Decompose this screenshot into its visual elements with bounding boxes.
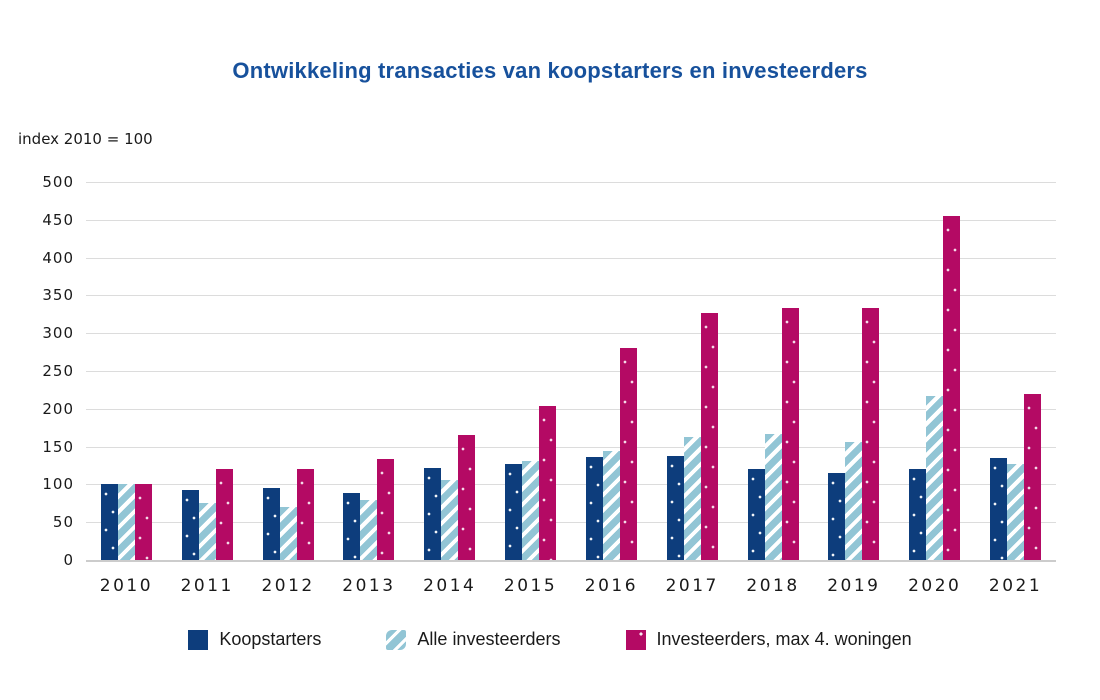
gridline-50 [86, 522, 1056, 524]
x-tick-label-2018: 2018 [746, 576, 800, 596]
bar-2016-koopstarters [585, 457, 603, 560]
y-tick-label-500: 500 [42, 173, 74, 191]
y-tick-label-300: 300 [42, 324, 74, 343]
bar-2020-investeerders-max-4-woningen [943, 216, 961, 560]
x-tick-label-2011: 2011 [180, 576, 234, 596]
bar-group-2017 [652, 182, 733, 560]
gridline-300 [86, 333, 1056, 335]
bar-2016-alle-investeerders [602, 451, 620, 560]
bar-2014-alle-investeerders [441, 479, 459, 560]
bar-2018-koopstarters [747, 469, 765, 560]
y-tick-label-0: 0 [63, 551, 74, 569]
gridline-100 [86, 484, 1056, 486]
legend-swatch-0 [188, 629, 209, 650]
bar-2014-investeerders-max-4-woningen [458, 435, 476, 560]
gridline-150 [86, 446, 1056, 448]
bar-group-2016 [571, 182, 652, 560]
x-tick-label-2021: 2021 [988, 576, 1043, 596]
bar-2021-investeerders-max-4-woningen [1024, 393, 1042, 560]
bar-2011-alle-investeerders [198, 503, 216, 560]
legend-item-2: Investeerders, max 4. woningen [625, 629, 912, 650]
bar-2017-koopstarters [666, 455, 684, 560]
bar-2021-alle-investeerders [1007, 464, 1025, 560]
legend-item-0: Koopstarters [188, 629, 321, 650]
gridline-250 [86, 371, 1056, 372]
bar-group-2011 [167, 182, 248, 560]
legend-label-0: Koopstarters [219, 629, 322, 649]
x-tick-label-2010: 2010 [99, 576, 154, 596]
bar-2014-koopstarters [424, 467, 442, 560]
bar-2015-alle-investeerders [522, 460, 540, 560]
y-tick-label-200: 200 [42, 399, 74, 418]
bar-2010-investeerders-max-4-woningen [134, 484, 152, 560]
y-tick-label-350: 350 [42, 286, 74, 305]
x-tick-label-2017: 2017 [665, 576, 719, 596]
gridline-200 [86, 408, 1056, 410]
bar-group-2021 [975, 182, 1056, 560]
x-tick-label-2015: 2015 [503, 576, 558, 596]
bar-2018-alle-investeerders [764, 433, 782, 560]
legend: Koopstarters Alle investeerders Investeerd… [0, 629, 1100, 650]
x-tick-label-2019: 2019 [827, 576, 881, 596]
bar-group-2019 [813, 182, 894, 560]
bar-2015-koopstarters [505, 464, 523, 560]
x-axis: 2010 2011 2012 2013 2014 2015 2016 2017 2018 2019… [86, 576, 1056, 596]
bar-2011-investeerders-max-4-woningen [215, 469, 233, 560]
y-tick-label-250: 250 [42, 362, 74, 380]
legend-swatch-2 [625, 629, 646, 650]
bar-2012-koopstarters [262, 488, 280, 560]
bar-2017-alle-investeerders [683, 436, 701, 560]
bar-2016-investeerders-max-4-woningen [619, 347, 637, 560]
y-axis: 0 50 100 150 200 250 300 350 400 450 500 [0, 173, 74, 569]
y-tick-label-50: 50 [52, 513, 74, 532]
x-tick-label-2014: 2014 [423, 576, 477, 596]
legend-swatch-1 [386, 629, 407, 650]
bar-2010-koopstarters [100, 484, 118, 560]
y-tick-label-400: 400 [42, 248, 74, 267]
gridline-450 [86, 219, 1056, 221]
bar-2015-investeerders-max-4-woningen [539, 405, 557, 560]
y-tick-label-150: 150 [42, 437, 74, 456]
x-tick-label-2016: 2016 [584, 576, 639, 596]
bar-group-2013 [328, 182, 409, 560]
x-tick-label-2012: 2012 [261, 576, 315, 596]
x-tick-label-2020: 2020 [908, 576, 962, 596]
bar-2010-alle-investeerders [117, 484, 135, 560]
bar-group-2018 [733, 182, 814, 560]
bar-2021-koopstarters [990, 457, 1008, 560]
bar-2011-koopstarters [181, 489, 199, 560]
bar-2019-koopstarters [828, 473, 846, 560]
bar-2020-alle-investeerders [926, 395, 944, 560]
bar-group-2015 [490, 182, 571, 560]
y-tick-label-450: 450 [42, 210, 74, 229]
bar-group-2020 [894, 182, 975, 560]
legend-label-1: Alle investeerders [417, 629, 561, 649]
bar-group-2012 [248, 182, 329, 560]
legend-label-2: Investeerders, max 4. woningen [656, 629, 912, 649]
y-axis-unit-note: index 2010 = 100 [18, 130, 153, 148]
plot-area [86, 182, 1056, 562]
bar-groups [86, 182, 1056, 560]
chart-title: Ontwikkeling transacties van koopstarter… [232, 58, 868, 83]
gridline-500 [86, 182, 1056, 183]
bar-2013-investeerders-max-4-woningen [377, 458, 395, 560]
bar-2020-koopstarters [909, 469, 927, 560]
bar-2019-alle-investeerders [845, 442, 863, 560]
bar-group-2010 [86, 182, 167, 560]
bar-group-2014 [409, 182, 490, 560]
bar-2013-alle-investeerders [360, 499, 378, 560]
gridline-350 [86, 295, 1056, 297]
gridline-400 [86, 257, 1056, 259]
bar-2013-koopstarters [343, 493, 361, 560]
bar-2018-investeerders-max-4-woningen [781, 308, 799, 560]
bar-2019-investeerders-max-4-woningen [862, 308, 880, 560]
bar-2012-alle-investeerders [279, 507, 297, 560]
legend-item-1: Alle investeerders [386, 629, 561, 650]
bar-2012-investeerders-max-4-woningen [296, 469, 314, 560]
bar-2017-investeerders-max-4-woningen [700, 312, 718, 560]
x-tick-label-2013: 2013 [342, 576, 396, 596]
y-tick-label-100: 100 [42, 475, 74, 494]
